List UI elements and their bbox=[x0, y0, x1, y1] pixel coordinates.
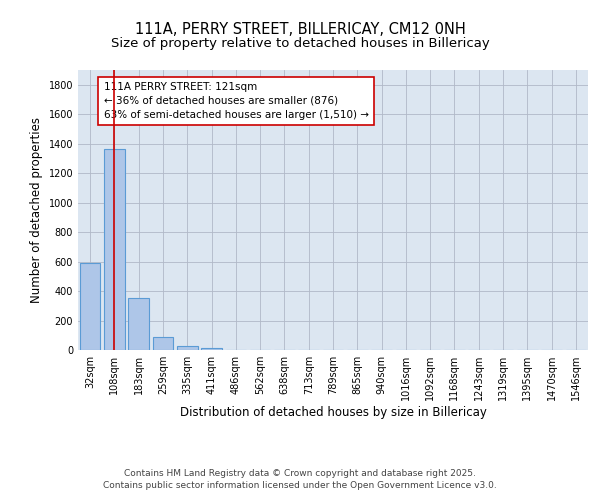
Text: Contains public sector information licensed under the Open Government Licence v3: Contains public sector information licen… bbox=[103, 481, 497, 490]
Bar bbox=[152, 336, 173, 350]
Bar bbox=[80, 263, 100, 350]
Text: Size of property relative to detached houses in Billericay: Size of property relative to detached ho… bbox=[110, 38, 490, 51]
Text: 111A PERRY STREET: 121sqm
← 36% of detached houses are smaller (876)
63% of semi: 111A PERRY STREET: 121sqm ← 36% of detac… bbox=[104, 82, 368, 120]
Bar bbox=[104, 149, 125, 350]
Y-axis label: Number of detached properties: Number of detached properties bbox=[30, 117, 43, 303]
Bar bbox=[177, 346, 197, 350]
Bar bbox=[128, 298, 149, 350]
Text: Contains HM Land Registry data © Crown copyright and database right 2025.: Contains HM Land Registry data © Crown c… bbox=[124, 468, 476, 477]
Text: 111A, PERRY STREET, BILLERICAY, CM12 0NH: 111A, PERRY STREET, BILLERICAY, CM12 0NH bbox=[134, 22, 466, 38]
X-axis label: Distribution of detached houses by size in Billericay: Distribution of detached houses by size … bbox=[179, 406, 487, 419]
Bar bbox=[201, 348, 222, 350]
